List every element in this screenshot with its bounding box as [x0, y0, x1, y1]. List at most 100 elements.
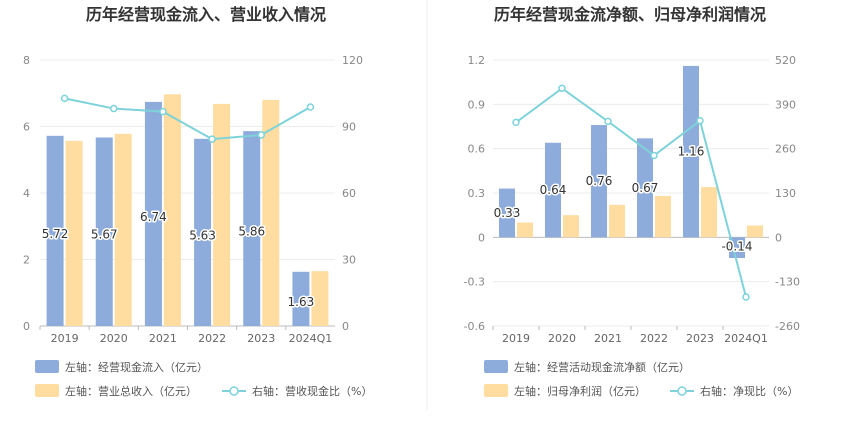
line-point: [696, 116, 704, 125]
line-point: [558, 84, 566, 93]
bar-value-label: 0.76: [586, 174, 613, 188]
bar-series-1: [292, 271, 310, 326]
bar-series-2: [609, 204, 625, 238]
bar-value-label: 5.67: [91, 228, 118, 242]
chart-cashflow-revenue: 历年经营现金流入、营业收入情况 0 2 4 6 8 0 30 60 90 120 2019 2020 20…: [23, 5, 372, 398]
line-point: [110, 104, 118, 113]
right-axis-tick: 390: [775, 98, 796, 111]
left-axis-tick: 0.6: [468, 143, 486, 156]
legend-swatch: [35, 360, 59, 373]
left-axis-tick: 2: [23, 254, 30, 267]
bar-series-1: [683, 65, 699, 238]
line-point: [306, 103, 315, 111]
line-series: [64, 97, 311, 141]
bar-series-2: [163, 94, 181, 326]
legend-label: 右轴：净现比（%）: [700, 384, 798, 398]
category-label: 2021: [594, 332, 622, 345]
bar-series-2: [655, 195, 671, 238]
right-axis-tick: 90: [342, 121, 356, 134]
right-axis-tick: 520: [775, 54, 796, 67]
category-label: 2021: [149, 332, 177, 345]
bar-series-1: [591, 125, 607, 238]
legend-swatch-point: [229, 386, 239, 396]
chart-title: 历年经营现金流净额、归母净利润情况: [494, 5, 766, 24]
bar-series-2: [213, 103, 231, 326]
left-axis-tick: 0.3: [468, 187, 486, 200]
bar-value-label: 1.16: [678, 145, 705, 159]
legend-label: 左轴：经营现金流入（亿元）: [65, 360, 208, 374]
legend-swatch: [484, 360, 508, 373]
line-series: [515, 87, 747, 298]
category-label: 2022: [640, 332, 668, 345]
legend-label: 左轴：经营活动现金流净额（亿元）: [514, 360, 690, 374]
bar-series-2: [311, 271, 329, 326]
category-label: 2023: [247, 332, 275, 345]
left-axis-tick: 6: [23, 121, 30, 134]
line-point: [604, 117, 612, 126]
left-axis-tick: 1.2: [468, 54, 486, 67]
bar-series-1: [637, 138, 653, 238]
bar-series-1: [46, 135, 64, 326]
line-point: [159, 107, 167, 116]
bar-series-1: [144, 101, 162, 327]
bar-series-2: [747, 225, 763, 238]
chart-net-cashflow-profit: 历年经营现金流净额、归母净利润情况 -0.6 -0.3 0 0.3 0.6 0.9 1.2 -2…: [464, 5, 800, 398]
bar-value-label: -0.14: [721, 239, 752, 253]
left-axis-tick: 4: [23, 187, 30, 200]
category-label: 2019: [51, 332, 79, 345]
bar-series-1: [499, 188, 515, 238]
bar-series-2: [563, 215, 579, 238]
left-axis-tick: -0.6: [464, 320, 485, 333]
category-label: 2023: [686, 332, 714, 345]
line-point: [742, 293, 750, 301]
bar-series-2: [262, 99, 280, 327]
bar-value-label: 5.63: [189, 228, 216, 242]
line-point: [60, 94, 69, 103]
line-point: [208, 135, 216, 143]
bar-series-1: [729, 237, 745, 259]
bar-value-label: 0.33: [494, 206, 521, 220]
category-label: 2022: [198, 332, 226, 345]
legend-label: 左轴：归母净利润（亿元）: [514, 384, 646, 398]
right-axis-tick: -260: [775, 320, 800, 333]
legend-label: 左轴：营业总收入（亿元）: [65, 384, 197, 398]
chart-title: 历年经营现金流入、营业收入情况: [86, 5, 326, 24]
bar-series-1: [194, 138, 212, 326]
bar-series-2: [65, 140, 83, 326]
bar-value-label: 6.74: [140, 210, 167, 224]
left-axis-tick: 0: [478, 231, 485, 244]
left-axis-tick: 0.9: [468, 98, 486, 111]
category-label: 2024Q1: [724, 332, 768, 345]
line-point: [650, 151, 658, 160]
bar-series-1: [243, 131, 261, 326]
legend-swatch: [484, 384, 508, 397]
right-axis-tick: 60: [342, 187, 356, 200]
right-axis-tick: -130: [775, 276, 800, 289]
bar-value-label: 0.64: [540, 183, 567, 197]
right-axis-tick: 0: [775, 231, 782, 244]
category-label: 2020: [548, 332, 576, 345]
bar-series-2: [701, 187, 717, 238]
legend-swatch: [35, 384, 59, 397]
line-point: [257, 131, 265, 139]
left-axis-tick: 8: [23, 54, 30, 67]
bar-series-1: [95, 137, 113, 326]
right-axis-tick: 0: [342, 320, 349, 333]
category-label: 2024Q1: [289, 332, 333, 345]
bar-value-label: 5.72: [42, 227, 69, 241]
bar-value-label: 0.67: [632, 181, 659, 195]
bar-series-1: [545, 142, 561, 238]
bar-value-label: 5.86: [238, 225, 265, 239]
right-axis-tick: 30: [342, 254, 356, 267]
bar-series-2: [114, 133, 132, 326]
line-point: [512, 118, 520, 127]
bar-series-2: [517, 222, 533, 238]
category-label: 2019: [502, 332, 530, 345]
right-axis-tick: 120: [342, 54, 363, 67]
left-axis-tick: 0: [23, 320, 30, 333]
category-label: 2020: [100, 332, 128, 345]
legend-label: 右轴：营收现金比（%）: [252, 384, 372, 398]
right-axis-tick: 260: [775, 143, 796, 156]
bar-value-label: 1.63: [288, 295, 315, 309]
